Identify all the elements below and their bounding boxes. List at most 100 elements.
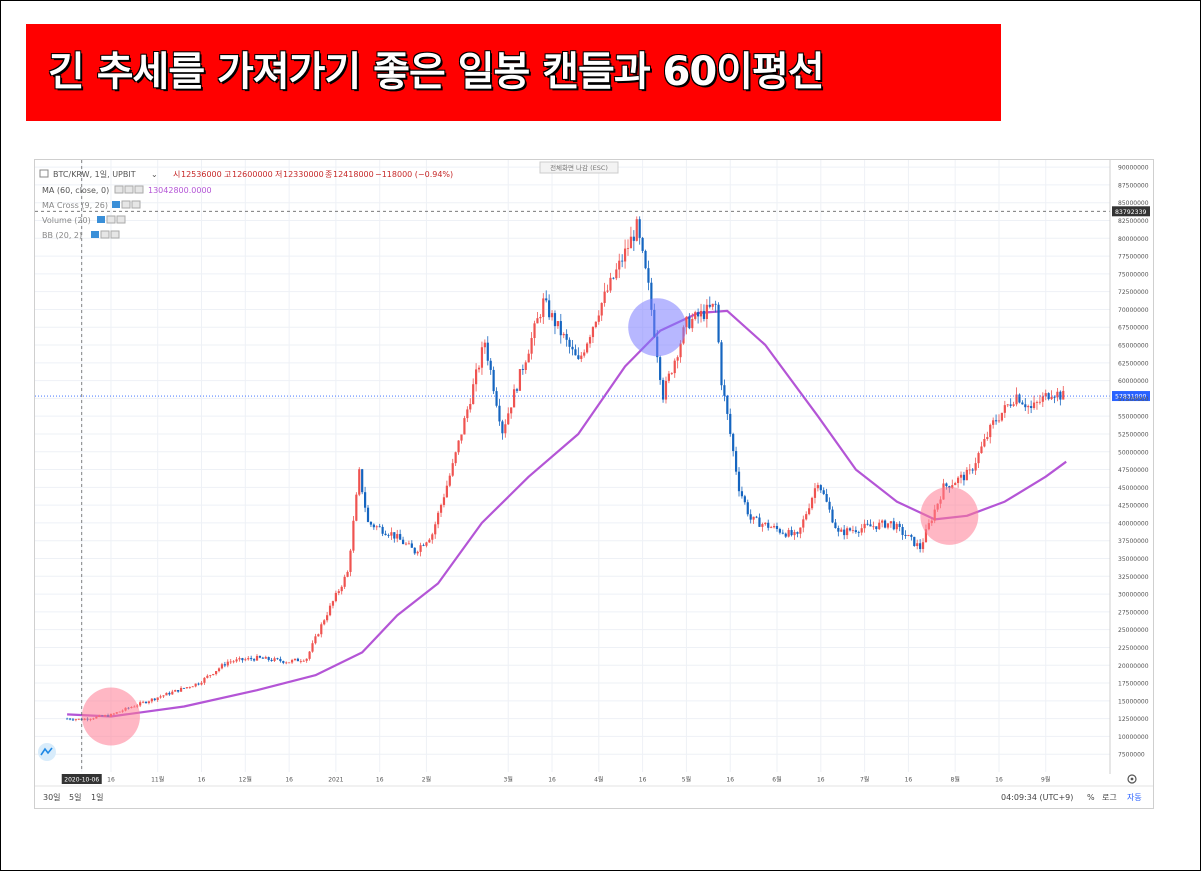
candle — [860, 524, 863, 536]
symbol-dropdown-icon[interactable]: ⌄ — [151, 170, 158, 179]
candle-body — [559, 321, 562, 336]
y-tick-label: 30000000 — [1118, 592, 1149, 599]
candle-body — [372, 524, 375, 528]
candle — [919, 539, 922, 553]
candle — [574, 344, 577, 356]
indicator-ma60-close-icon[interactable] — [134, 185, 144, 194]
candle — [857, 530, 860, 537]
indicator-macross-settings-icon[interactable] — [121, 200, 131, 209]
candle — [580, 352, 583, 363]
y-tick-label: 75000000 — [1118, 271, 1149, 278]
symbol-icon[interactable] — [39, 169, 49, 178]
indicator-volume-close-icon[interactable] — [116, 215, 126, 224]
candle — [994, 414, 998, 425]
current-price-bg — [1112, 391, 1150, 402]
candle — [796, 531, 799, 538]
candle-body — [393, 532, 396, 539]
candlestick-chart[interactable]: 83792339 57831000 7500000 10000000 12500000… — [35, 160, 1153, 808]
range-1d-button[interactable]: 1일 — [91, 793, 103, 802]
candle — [279, 656, 282, 663]
candle-body — [334, 592, 337, 602]
y-tick-label: 25000000 — [1118, 627, 1149, 634]
candle — [200, 681, 203, 686]
candle — [977, 451, 980, 469]
indicator-macross-label[interactable]: MA Cross (9, 26) — [42, 201, 108, 210]
candle-body — [247, 658, 250, 660]
candle-body — [501, 421, 504, 434]
candle-body — [831, 509, 834, 523]
indicator-ma60-label[interactable]: MA (60, close, 0) — [42, 186, 109, 195]
candle-body — [282, 661, 285, 663]
indicator-bb-eye-icon[interactable] — [91, 231, 99, 238]
candle — [466, 406, 469, 423]
candle — [539, 314, 542, 323]
candle-body — [883, 520, 887, 528]
indicator-volume-label[interactable]: Volume (20) — [42, 216, 91, 225]
log-toggle[interactable]: 로그 — [1102, 793, 1117, 802]
indicator-ma60-settings-icon[interactable] — [124, 185, 134, 194]
indicator-bb-settings-icon[interactable] — [100, 230, 110, 239]
candle-body — [594, 321, 597, 328]
candle-body — [518, 369, 522, 391]
candle — [586, 342, 589, 354]
high-value: 12600000 — [232, 170, 273, 179]
candle — [591, 326, 595, 344]
candle-body — [746, 502, 749, 515]
candle-body — [635, 219, 638, 241]
candle — [764, 522, 767, 526]
candle — [311, 640, 314, 653]
exit-fullscreen-button[interactable]: 전체화면 나감 (ESC) — [539, 161, 619, 174]
candle — [790, 526, 793, 537]
candle — [247, 656, 250, 661]
candle-body — [448, 475, 451, 486]
close-value: 12418000 — [333, 170, 374, 179]
candle-body — [1021, 402, 1024, 405]
candle — [904, 530, 907, 539]
candle-body — [583, 352, 586, 356]
indicator-volume-settings-icon[interactable] — [106, 215, 116, 224]
candle-body — [293, 658, 297, 661]
candle — [501, 419, 504, 440]
candle-body — [279, 658, 282, 662]
indicator-volume-eye-icon[interactable] — [97, 216, 105, 223]
candle — [363, 486, 367, 513]
candle-body — [483, 342, 486, 348]
x-tick-label: 8월 — [951, 776, 960, 784]
candle — [1062, 386, 1065, 400]
y-tick-label: 20000000 — [1118, 663, 1149, 670]
ma60-line — [67, 309, 1067, 718]
candle-body — [1009, 404, 1012, 406]
candle-body — [959, 474, 963, 478]
candle-body — [1047, 393, 1050, 400]
candle-body — [667, 373, 670, 381]
candle-body — [679, 343, 682, 358]
y-tick-label: 80000000 — [1118, 236, 1149, 243]
candle — [477, 365, 481, 373]
candle — [831, 506, 834, 524]
gear-icon[interactable] — [1127, 774, 1137, 784]
candle — [407, 540, 411, 545]
candle — [892, 517, 895, 531]
indicator-macross-close-icon[interactable] — [131, 200, 141, 209]
candle-body — [340, 586, 343, 592]
candle-body — [153, 698, 156, 700]
auto-toggle[interactable]: 자동 — [1127, 793, 1142, 802]
indicator-ma60-eye-icon[interactable] — [114, 185, 124, 194]
candle — [845, 526, 849, 540]
candle — [302, 659, 305, 662]
indicator-macross-eye-icon[interactable] — [112, 201, 120, 208]
range-5d-button[interactable]: 5일 — [69, 793, 81, 802]
candle-body — [512, 389, 516, 408]
range-30d-button[interactable]: 30일 — [43, 793, 61, 802]
symbol-label[interactable]: BTC/KRW, 1일, UPBIT — [53, 170, 136, 179]
candle-body — [495, 391, 498, 406]
candle-body — [255, 655, 259, 661]
candle-body — [404, 543, 408, 545]
indicator-bb-close-icon[interactable] — [110, 230, 120, 239]
candle — [510, 407, 513, 419]
candle-body — [486, 342, 489, 361]
candle-body — [273, 658, 276, 661]
percent-toggle[interactable]: % — [1087, 793, 1095, 802]
indicator-bb-label[interactable]: BB (20, 2) — [42, 231, 82, 240]
candle — [755, 515, 758, 519]
